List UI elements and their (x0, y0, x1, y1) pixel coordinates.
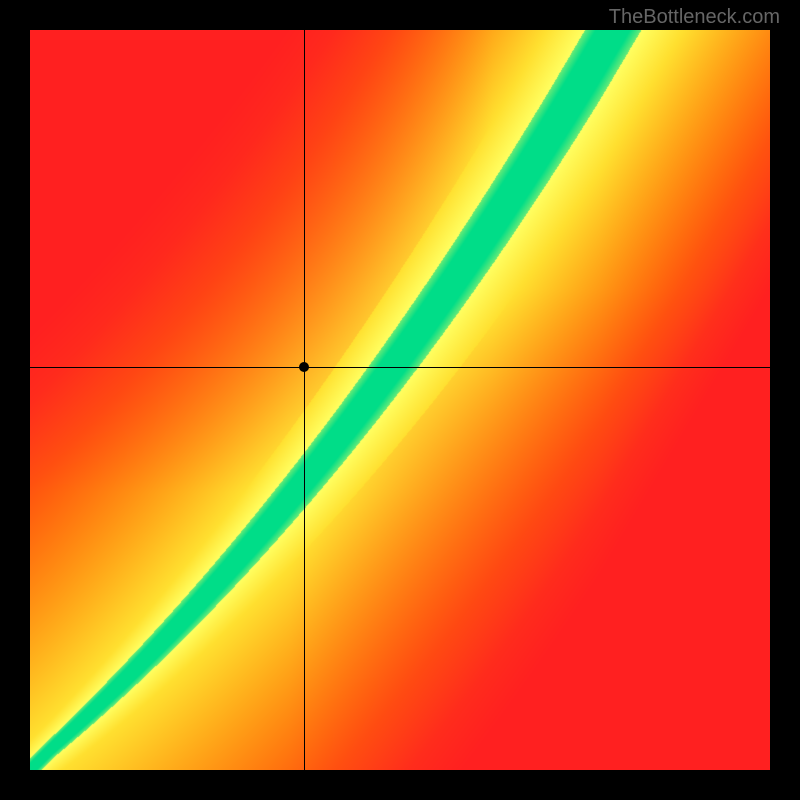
crosshair-horizontal (30, 367, 770, 368)
heatmap-canvas (30, 30, 770, 770)
heatmap-plot (30, 30, 770, 770)
crosshair-vertical (304, 30, 305, 770)
crosshair-marker (299, 362, 309, 372)
watermark-text: TheBottleneck.com (609, 6, 780, 29)
chart-container: TheBottleneck.com (0, 0, 800, 800)
